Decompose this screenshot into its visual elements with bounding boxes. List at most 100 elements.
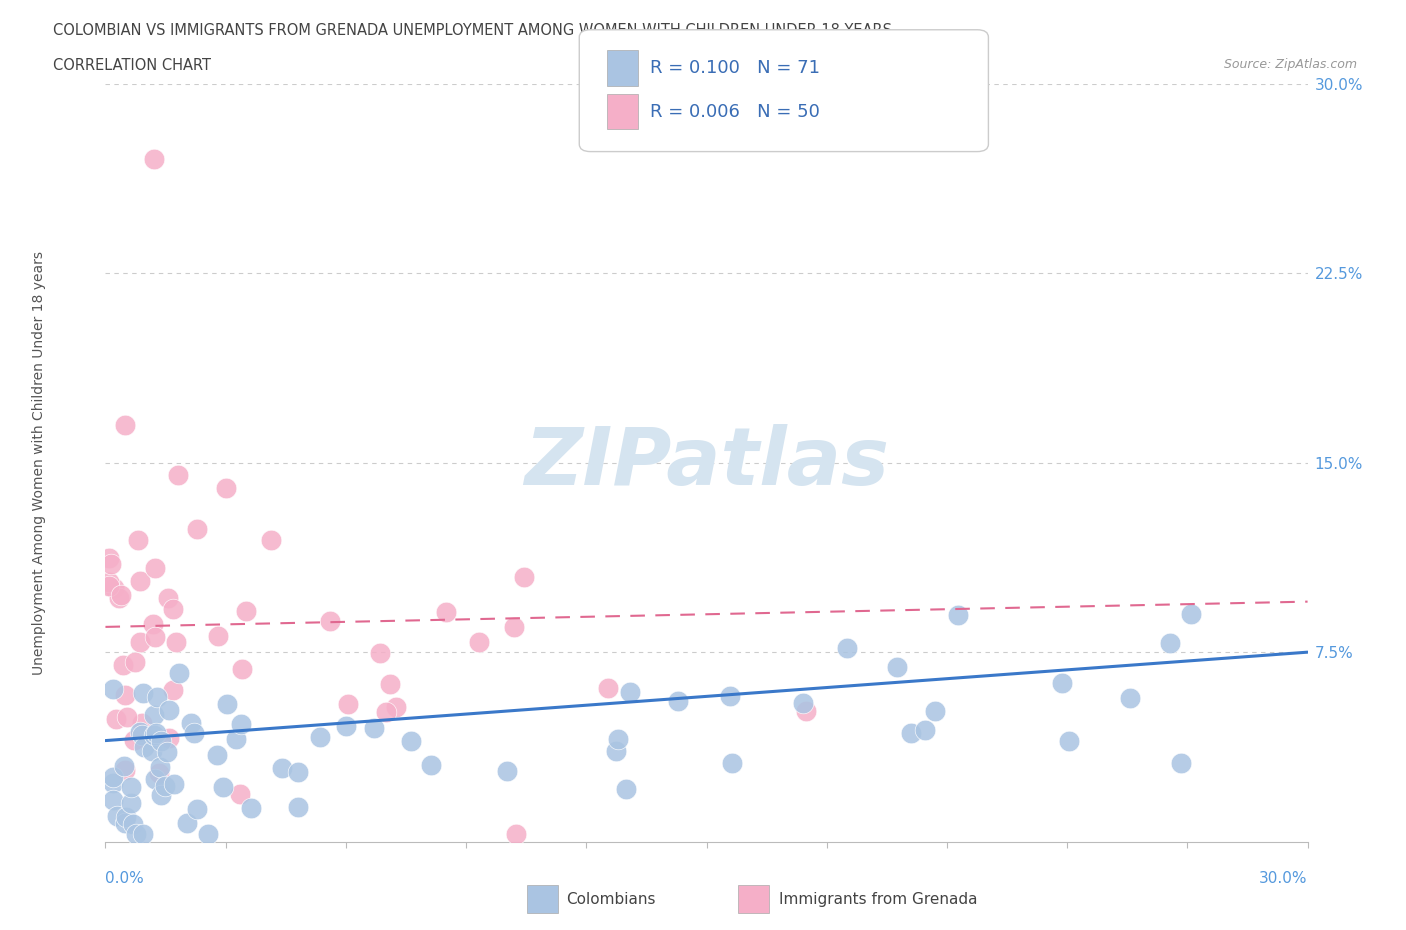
Point: [1159, 636, 1181, 651]
Point: [166, 468, 188, 483]
Point: [1170, 755, 1192, 770]
Point: [142, 153, 165, 167]
Point: [110, 588, 132, 603]
Point: [598, 680, 620, 695]
Point: [143, 630, 166, 644]
Point: [143, 560, 166, 575]
Point: [606, 732, 628, 747]
Point: [335, 718, 357, 733]
Point: [794, 703, 817, 718]
Point: [122, 733, 145, 748]
Point: [150, 734, 173, 749]
Point: [792, 696, 814, 711]
Text: R = 0.006   N = 50: R = 0.006 N = 50: [650, 102, 820, 121]
Point: [186, 522, 208, 537]
Text: Colombians: Colombians: [567, 892, 657, 907]
Point: [385, 699, 408, 714]
Point: [120, 795, 142, 810]
Point: [146, 689, 169, 704]
Point: [114, 418, 136, 432]
Point: [141, 743, 163, 758]
Text: R = 0.100   N = 71: R = 0.100 N = 71: [650, 59, 820, 77]
Point: [502, 619, 524, 634]
Point: [129, 635, 152, 650]
Point: [114, 816, 136, 830]
Point: [176, 816, 198, 830]
Point: [148, 765, 170, 780]
Point: [260, 532, 283, 547]
Point: [1180, 606, 1202, 621]
Point: [309, 730, 332, 745]
Text: ZIPatlas: ZIPatlas: [524, 424, 889, 501]
Point: [112, 759, 135, 774]
Point: [505, 827, 527, 842]
Point: [124, 655, 146, 670]
Text: CORRELATION CHART: CORRELATION CHART: [53, 58, 211, 73]
Point: [419, 757, 441, 772]
Point: [240, 801, 263, 816]
Point: [149, 788, 172, 803]
Point: [270, 761, 292, 776]
Point: [231, 661, 253, 676]
Point: [120, 779, 142, 794]
Point: [166, 635, 188, 650]
Point: [721, 755, 744, 770]
Text: COLOMBIAN VS IMMIGRANTS FROM GRENADA UNEMPLOYMENT AMONG WOMEN WITH CHILDREN UNDE: COLOMBIAN VS IMMIGRANTS FROM GRENADA UNE…: [53, 23, 893, 38]
Point: [215, 697, 238, 711]
Point: [835, 641, 858, 656]
Point: [207, 629, 229, 644]
Point: [886, 659, 908, 674]
Point: [143, 772, 166, 787]
Point: [378, 676, 401, 691]
Point: [129, 725, 152, 740]
Point: [142, 617, 165, 631]
Point: [336, 697, 359, 711]
Point: [142, 727, 165, 742]
Point: [180, 716, 202, 731]
Point: [103, 769, 125, 784]
Point: [287, 765, 309, 780]
Point: [157, 731, 180, 746]
Point: [131, 827, 153, 842]
Point: [117, 710, 139, 724]
Point: [225, 731, 247, 746]
Point: [121, 817, 143, 831]
Point: [924, 704, 946, 719]
Point: [157, 703, 180, 718]
Point: [104, 711, 127, 726]
Point: [287, 799, 309, 814]
Text: Source: ZipAtlas.com: Source: ZipAtlas.com: [1223, 58, 1357, 71]
Point: [131, 715, 153, 730]
Point: [434, 604, 457, 619]
Point: [103, 682, 125, 697]
Point: [318, 613, 340, 628]
Point: [229, 716, 252, 731]
Point: [363, 721, 385, 736]
Point: [900, 725, 922, 740]
Point: [131, 727, 153, 742]
Point: [114, 763, 136, 777]
Point: [235, 604, 257, 618]
Point: [156, 745, 179, 760]
Point: [132, 739, 155, 754]
Point: [401, 734, 423, 749]
Point: [1059, 734, 1081, 749]
Text: Unemployment Among Women with Children Under 18 years: Unemployment Among Women with Children U…: [32, 251, 46, 674]
Point: [142, 708, 165, 723]
Point: [103, 580, 125, 595]
Point: [105, 809, 128, 824]
Point: [914, 723, 936, 737]
Point: [211, 780, 233, 795]
Point: [214, 481, 236, 496]
Point: [468, 634, 491, 649]
Point: [153, 778, 176, 793]
Point: [100, 557, 122, 572]
Point: [167, 666, 190, 681]
Point: [114, 687, 136, 702]
Point: [186, 802, 208, 817]
Point: [205, 747, 228, 762]
Point: [98, 575, 121, 590]
Point: [496, 764, 519, 778]
Point: [162, 777, 184, 791]
Point: [666, 693, 689, 708]
